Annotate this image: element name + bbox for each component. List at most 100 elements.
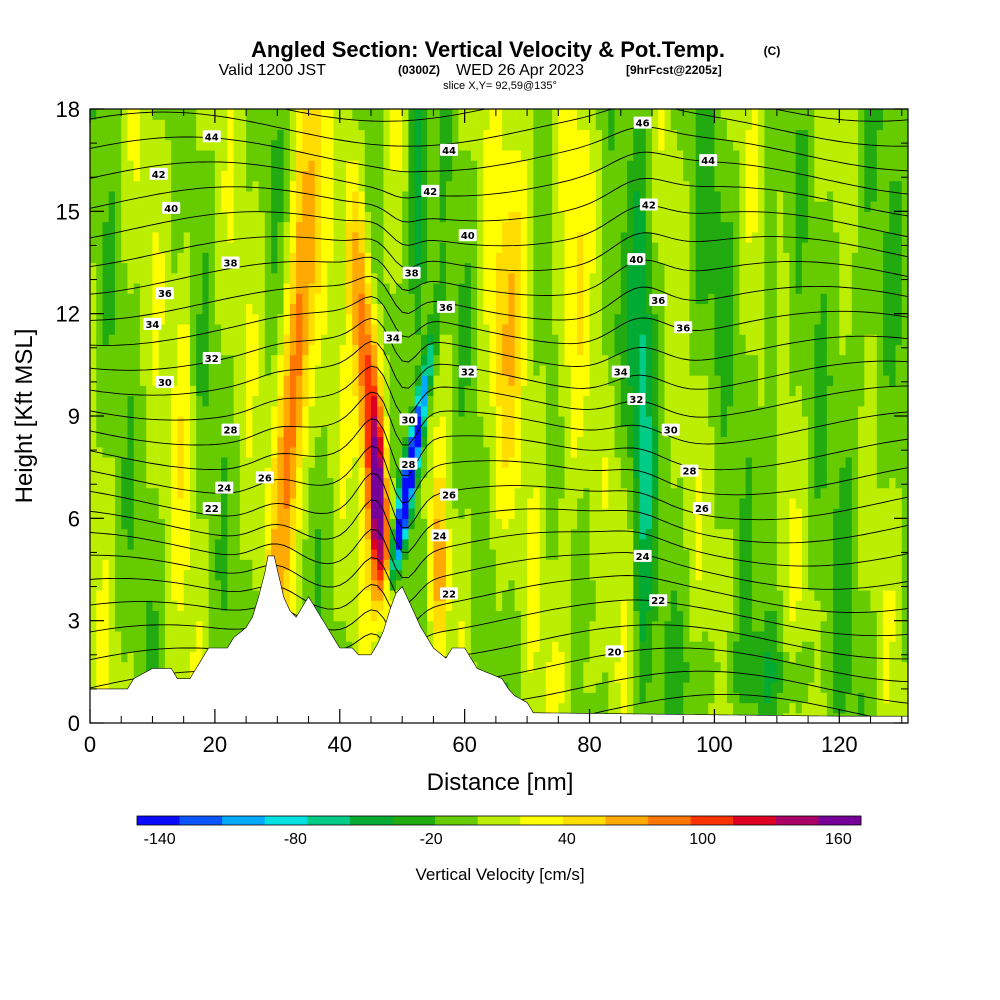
velocity-cell [358, 385, 366, 427]
colorbar-tick-label: 160 [825, 831, 852, 848]
velocity-cell [783, 651, 790, 714]
y-tick-label: 9 [68, 404, 80, 429]
velocity-cell [439, 630, 447, 663]
contour-label-bg [436, 300, 455, 313]
velocity-cell [589, 109, 597, 171]
isentrope-line [90, 256, 908, 296]
velocity-cell [433, 426, 441, 478]
velocity-cell [864, 589, 872, 723]
velocity-cell [414, 487, 422, 723]
velocity-cell [577, 129, 584, 233]
velocity-cell [239, 109, 247, 560]
velocity-cell [414, 395, 422, 407]
velocity-cell [289, 252, 297, 305]
colorbar-tick-label: -140 [144, 831, 176, 848]
y-axis-label: Height [Kft MSL] [11, 329, 38, 504]
terrain-mask [90, 555, 908, 723]
velocity-cell [233, 426, 241, 723]
velocity-cell [645, 610, 653, 683]
velocity-cell [283, 375, 291, 427]
velocity-cell [314, 436, 322, 530]
velocity-cell [408, 426, 416, 438]
velocity-cell [883, 375, 890, 489]
velocity-cell [608, 109, 616, 151]
velocity-cell [795, 508, 803, 601]
velocity-cell [189, 385, 197, 652]
velocity-cell [577, 109, 584, 131]
velocity-cell [246, 303, 253, 458]
velocity-cell [514, 109, 522, 151]
velocity-cell [433, 518, 441, 601]
velocity-cell [801, 129, 809, 243]
velocity-cell [508, 456, 516, 519]
velocity-cell [651, 313, 659, 427]
velocity-cell [308, 282, 316, 345]
velocity-cell [583, 692, 591, 723]
velocity-cell [839, 109, 847, 356]
velocity-cell [458, 282, 466, 417]
velocity-cell [433, 630, 441, 663]
isentrope-line [90, 599, 908, 650]
velocity-cell [264, 375, 272, 468]
colorbar-swatch [562, 816, 606, 825]
velocity-cell [627, 252, 634, 386]
contour-label-bg [155, 375, 174, 388]
velocity-cell [577, 354, 584, 438]
velocity-cell [870, 334, 878, 612]
contour-label-bg [221, 256, 240, 269]
velocity-cell [358, 426, 366, 468]
velocity-cell [858, 692, 865, 723]
velocity-cell [395, 508, 403, 519]
velocity-cell [527, 671, 534, 723]
velocity-cell [139, 109, 147, 386]
velocity-cell [726, 139, 734, 223]
velocity-cell [377, 538, 385, 560]
velocity-cell [414, 456, 422, 468]
velocity-cell [364, 508, 372, 540]
velocity-cell [695, 109, 703, 305]
velocity-cell [508, 109, 516, 151]
velocity-cell [283, 282, 291, 335]
velocity-cell [508, 211, 516, 274]
velocity-cell [733, 692, 741, 723]
velocity-cell [420, 518, 428, 723]
velocity-cell [239, 559, 247, 673]
velocity-cell [808, 682, 815, 723]
velocity-cell [639, 211, 647, 335]
velocity-cell [552, 109, 559, 335]
velocity-cell [227, 109, 235, 243]
contour-label: 26 [442, 490, 456, 501]
velocity-cell [545, 559, 553, 663]
velocity-cell [695, 375, 703, 468]
velocity-cell [645, 231, 653, 315]
velocity-cell [889, 180, 897, 386]
velocity-cell [346, 109, 353, 161]
velocity-cell [271, 272, 278, 356]
velocity-cell [402, 467, 410, 478]
velocity-cell [883, 231, 890, 376]
colorbar-swatch [818, 816, 862, 825]
velocity-cell [114, 630, 122, 723]
velocity-cell [520, 160, 528, 386]
velocity-cell [308, 405, 316, 468]
y-tick-label: 18 [56, 97, 80, 122]
velocity-cell [814, 109, 822, 202]
velocity-cell [883, 487, 890, 591]
velocity-cell [726, 630, 734, 704]
velocity-cell [358, 252, 366, 294]
velocity-cell [408, 487, 416, 499]
colorbar-tick-label: 40 [558, 831, 576, 848]
velocity-cell [795, 385, 803, 509]
velocity-cell [420, 477, 428, 519]
velocity-cell [789, 620, 797, 663]
velocity-cell [545, 109, 553, 560]
velocity-cell [383, 282, 391, 356]
velocity-cell [395, 109, 403, 171]
velocity-cell [133, 109, 141, 182]
contour-label: 40 [461, 231, 475, 242]
x-tick-label: 40 [328, 732, 352, 757]
x-tick-label: 20 [203, 732, 227, 757]
velocity-cell [533, 375, 541, 489]
isentrope-line [90, 340, 908, 396]
velocity-cell [402, 477, 410, 519]
